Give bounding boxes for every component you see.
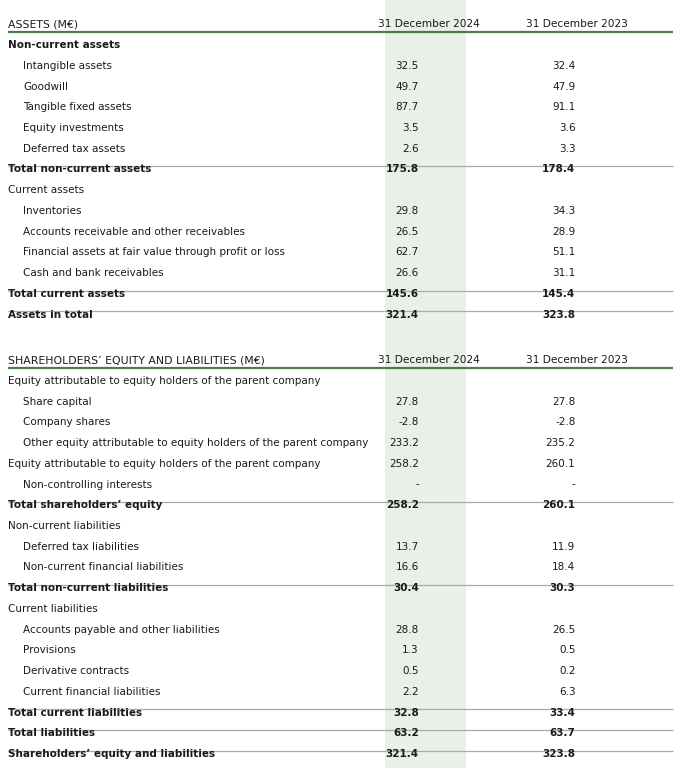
- Text: Current liabilities: Current liabilities: [8, 604, 98, 614]
- Text: Non-current assets: Non-current assets: [8, 40, 121, 50]
- Text: Tangible fixed assets: Tangible fixed assets: [23, 102, 131, 112]
- Text: 28.9: 28.9: [552, 227, 575, 237]
- Text: 323.8: 323.8: [543, 749, 575, 759]
- Text: 31.1: 31.1: [552, 268, 575, 278]
- Text: 0.5: 0.5: [402, 666, 419, 676]
- Text: 260.1: 260.1: [545, 458, 575, 468]
- Text: -: -: [571, 479, 575, 489]
- Text: 29.8: 29.8: [396, 206, 419, 216]
- Text: 31 December 2024: 31 December 2024: [378, 355, 480, 365]
- Text: 33.4: 33.4: [550, 707, 575, 717]
- Text: 145.4: 145.4: [542, 289, 575, 299]
- Text: 30.4: 30.4: [393, 583, 419, 593]
- Text: 178.4: 178.4: [542, 164, 575, 174]
- Text: 0.5: 0.5: [559, 645, 575, 655]
- Text: 27.8: 27.8: [552, 396, 575, 406]
- Text: 32.8: 32.8: [393, 707, 419, 717]
- Text: Equity attributable to equity holders of the parent company: Equity attributable to equity holders of…: [8, 458, 321, 468]
- Text: 13.7: 13.7: [396, 541, 419, 551]
- Text: Accounts receivable and other receivables: Accounts receivable and other receivable…: [23, 227, 245, 237]
- Bar: [385, 0, 466, 768]
- Text: 6.3: 6.3: [559, 687, 575, 697]
- Text: 145.6: 145.6: [385, 289, 419, 299]
- Text: SHAREHOLDERS’ EQUITY AND LIABILITIES (M€): SHAREHOLDERS’ EQUITY AND LIABILITIES (M€…: [8, 355, 265, 365]
- Text: 11.9: 11.9: [552, 541, 575, 551]
- Text: Company shares: Company shares: [23, 417, 110, 427]
- Text: 30.3: 30.3: [550, 583, 575, 593]
- Text: Cash and bank receivables: Cash and bank receivables: [23, 268, 163, 278]
- Text: 2.2: 2.2: [402, 687, 419, 697]
- Text: Total shareholders’ equity: Total shareholders’ equity: [8, 500, 163, 510]
- Text: 31 December 2023: 31 December 2023: [526, 19, 627, 29]
- Text: Intangible assets: Intangible assets: [23, 61, 112, 71]
- Text: 87.7: 87.7: [396, 102, 419, 112]
- Text: 26.5: 26.5: [552, 624, 575, 634]
- Text: 34.3: 34.3: [552, 206, 575, 216]
- Text: 3.5: 3.5: [402, 123, 419, 133]
- Text: 31 December 2023: 31 December 2023: [526, 355, 627, 365]
- Text: 258.2: 258.2: [386, 500, 419, 510]
- Text: 62.7: 62.7: [396, 247, 419, 257]
- Text: 3.3: 3.3: [559, 144, 575, 154]
- Text: Equity attributable to equity holders of the parent company: Equity attributable to equity holders of…: [8, 376, 321, 386]
- Text: Total current assets: Total current assets: [8, 289, 125, 299]
- Text: 28.8: 28.8: [396, 624, 419, 634]
- Text: -: -: [415, 479, 419, 489]
- Text: 26.6: 26.6: [396, 268, 419, 278]
- Text: 18.4: 18.4: [552, 562, 575, 572]
- Text: 258.2: 258.2: [389, 458, 419, 468]
- Text: Total liabilities: Total liabilities: [8, 728, 95, 738]
- Text: 3.6: 3.6: [559, 123, 575, 133]
- Text: Current assets: Current assets: [8, 185, 84, 195]
- Text: 260.1: 260.1: [543, 500, 575, 510]
- Text: 16.6: 16.6: [396, 562, 419, 572]
- Text: 63.2: 63.2: [393, 728, 419, 738]
- Text: 91.1: 91.1: [552, 102, 575, 112]
- Text: Non-current financial liabilities: Non-current financial liabilities: [23, 562, 183, 572]
- Text: Total non-current liabilities: Total non-current liabilities: [8, 583, 168, 593]
- Text: Goodwill: Goodwill: [23, 81, 68, 91]
- Text: 235.2: 235.2: [545, 438, 575, 448]
- Text: Financial assets at fair value through profit or loss: Financial assets at fair value through p…: [23, 247, 285, 257]
- Text: 1.3: 1.3: [402, 645, 419, 655]
- Text: -2.8: -2.8: [398, 417, 419, 427]
- Text: ASSETS (M€): ASSETS (M€): [8, 19, 78, 29]
- Text: Provisions: Provisions: [23, 645, 76, 655]
- Text: Current financial liabilities: Current financial liabilities: [23, 687, 161, 697]
- Text: Accounts payable and other liabilities: Accounts payable and other liabilities: [23, 624, 220, 634]
- Text: 175.8: 175.8: [385, 164, 419, 174]
- Text: Other equity attributable to equity holders of the parent company: Other equity attributable to equity hold…: [23, 438, 368, 448]
- Text: Inventories: Inventories: [23, 206, 82, 216]
- Text: Deferred tax liabilities: Deferred tax liabilities: [23, 541, 139, 551]
- Text: Share capital: Share capital: [23, 396, 92, 406]
- Text: 49.7: 49.7: [396, 81, 419, 91]
- Text: 32.4: 32.4: [552, 61, 575, 71]
- Text: 0.2: 0.2: [559, 666, 575, 676]
- Text: Total current liabilities: Total current liabilities: [8, 707, 142, 717]
- Text: 2.6: 2.6: [402, 144, 419, 154]
- Text: 27.8: 27.8: [396, 396, 419, 406]
- Text: Assets in total: Assets in total: [8, 310, 93, 319]
- Text: Non-current liabilities: Non-current liabilities: [8, 521, 121, 531]
- Text: Deferred tax assets: Deferred tax assets: [23, 144, 125, 154]
- Text: 26.5: 26.5: [396, 227, 419, 237]
- Text: 31 December 2024: 31 December 2024: [378, 19, 480, 29]
- Text: 323.8: 323.8: [543, 310, 575, 319]
- Text: Derivative contracts: Derivative contracts: [23, 666, 129, 676]
- Text: 51.1: 51.1: [552, 247, 575, 257]
- Text: 321.4: 321.4: [385, 749, 419, 759]
- Text: 233.2: 233.2: [389, 438, 419, 448]
- Text: 63.7: 63.7: [550, 728, 575, 738]
- Text: -2.8: -2.8: [555, 417, 575, 427]
- Text: Total non-current assets: Total non-current assets: [8, 164, 152, 174]
- Text: Equity investments: Equity investments: [23, 123, 124, 133]
- Text: 32.5: 32.5: [396, 61, 419, 71]
- Text: Shareholders’ equity and liabilities: Shareholders’ equity and liabilities: [8, 749, 215, 759]
- Text: Non-controlling interests: Non-controlling interests: [23, 479, 153, 489]
- Text: 47.9: 47.9: [552, 81, 575, 91]
- Text: 321.4: 321.4: [385, 310, 419, 319]
